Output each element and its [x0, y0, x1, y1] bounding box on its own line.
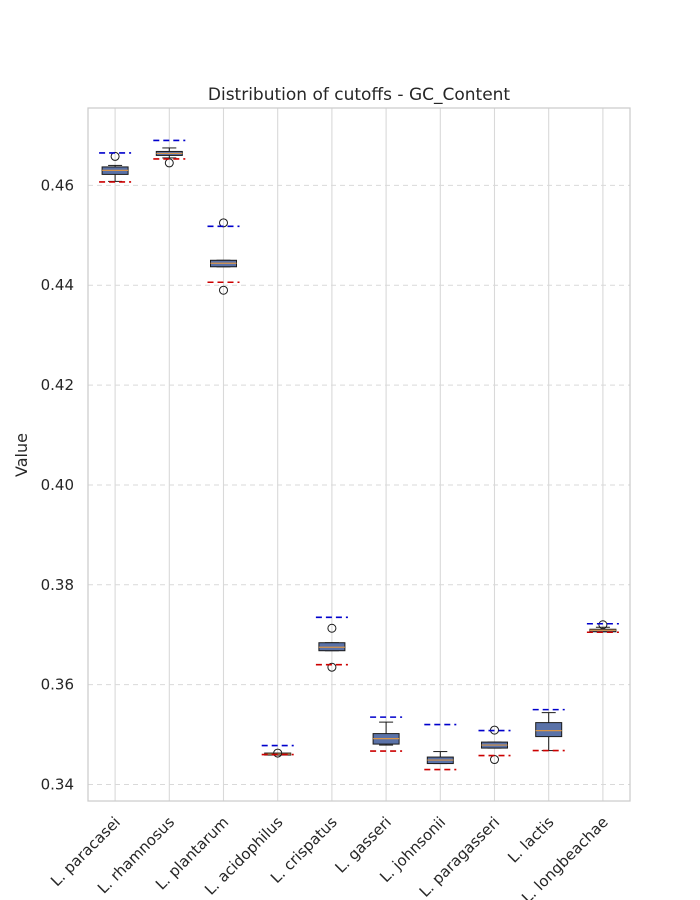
box-group [261, 744, 294, 758]
box-body [535, 722, 563, 738]
box-group [532, 708, 565, 752]
box-group [586, 620, 619, 634]
outlier-point [327, 662, 337, 672]
outlier-point [219, 285, 228, 295]
outlier-point [273, 748, 283, 758]
y-tick-label: 0.34 [41, 776, 74, 794]
y-tick-label: 0.40 [41, 476, 74, 494]
y-tick-label: 0.38 [41, 576, 74, 594]
plot-frame [87, 107, 631, 802]
box-group [424, 723, 457, 771]
box-group [315, 616, 348, 672]
chart-title: Distribution of cutoffs - GC_Content [208, 85, 511, 105]
y-tick-label: 0.42 [41, 376, 74, 394]
outlier-point [598, 620, 608, 630]
box-group [99, 151, 132, 183]
box-group [370, 716, 403, 752]
y-tick-label: 0.46 [41, 176, 74, 194]
box-group [207, 218, 240, 295]
y-tick-labels: 0.34 0.36 0.38 0.40 0.42 0.44 0.46 [41, 176, 74, 793]
box-group [153, 139, 186, 168]
y-axis-label: Value [12, 433, 31, 477]
outlier-point [327, 623, 337, 633]
grid-layer [88, 108, 630, 801]
y-tick-label: 0.44 [41, 276, 74, 294]
box-group [478, 725, 511, 765]
y-tick-label: 0.36 [41, 676, 74, 694]
x-tick-label: L. lactis [504, 813, 557, 866]
marks-layer [99, 139, 619, 771]
